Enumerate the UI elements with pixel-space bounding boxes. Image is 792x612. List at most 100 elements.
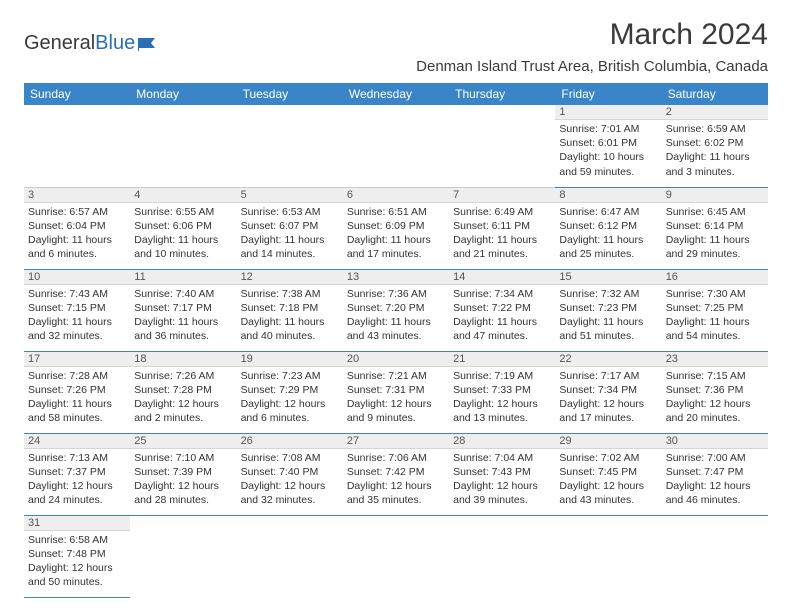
day-number: 22 xyxy=(555,352,661,367)
day-data-line: Sunrise: 7:23 AM xyxy=(241,369,339,383)
day-data-line: Sunset: 7:18 PM xyxy=(241,301,339,315)
calendar-cell xyxy=(662,515,768,597)
day-data-line: Sunrise: 6:57 AM xyxy=(28,205,126,219)
day-data-line: Daylight: 11 hours xyxy=(347,233,445,247)
calendar-cell: 26Sunrise: 7:08 AMSunset: 7:40 PMDayligh… xyxy=(237,433,343,515)
day-data-line: Sunset: 6:12 PM xyxy=(559,219,657,233)
day-data: Sunrise: 6:57 AMSunset: 6:04 PMDaylight:… xyxy=(24,203,130,266)
calendar-cell: 2Sunrise: 6:59 AMSunset: 6:02 PMDaylight… xyxy=(662,105,768,187)
day-data-line: Daylight: 11 hours xyxy=(453,233,551,247)
day-data: Sunrise: 7:38 AMSunset: 7:18 PMDaylight:… xyxy=(237,285,343,348)
calendar-cell: 1Sunrise: 7:01 AMSunset: 6:01 PMDaylight… xyxy=(555,105,661,187)
day-data-line: Daylight: 12 hours xyxy=(453,397,551,411)
calendar-cell: 30Sunrise: 7:00 AMSunset: 7:47 PMDayligh… xyxy=(662,433,768,515)
day-data-line: Daylight: 12 hours xyxy=(559,479,657,493)
day-data-line: Daylight: 12 hours xyxy=(666,479,764,493)
calendar-cell xyxy=(343,105,449,187)
calendar-cell: 8Sunrise: 6:47 AMSunset: 6:12 PMDaylight… xyxy=(555,187,661,269)
day-data-line: and 50 minutes. xyxy=(28,575,126,589)
day-data-line: Daylight: 12 hours xyxy=(241,397,339,411)
day-data-line: Sunrise: 6:51 AM xyxy=(347,205,445,219)
calendar-cell: 10Sunrise: 7:43 AMSunset: 7:15 PMDayligh… xyxy=(24,269,130,351)
day-data-line: Sunset: 7:36 PM xyxy=(666,383,764,397)
day-data: Sunrise: 7:06 AMSunset: 7:42 PMDaylight:… xyxy=(343,449,449,512)
calendar-week-row: 24Sunrise: 7:13 AMSunset: 7:37 PMDayligh… xyxy=(24,433,768,515)
day-data-line: Sunset: 7:28 PM xyxy=(134,383,232,397)
day-data-line: Sunset: 7:40 PM xyxy=(241,465,339,479)
day-data-line: Daylight: 11 hours xyxy=(453,315,551,329)
calendar-cell: 20Sunrise: 7:21 AMSunset: 7:31 PMDayligh… xyxy=(343,351,449,433)
day-data-line: Sunset: 6:01 PM xyxy=(559,136,657,150)
day-data-line: and 59 minutes. xyxy=(559,165,657,179)
calendar-cell: 25Sunrise: 7:10 AMSunset: 7:39 PMDayligh… xyxy=(130,433,236,515)
day-data-line: and 32 minutes. xyxy=(241,493,339,507)
weekday-header: Monday xyxy=(130,83,236,105)
day-data: Sunrise: 7:21 AMSunset: 7:31 PMDaylight:… xyxy=(343,367,449,430)
day-data: Sunrise: 7:26 AMSunset: 7:28 PMDaylight:… xyxy=(130,367,236,430)
day-data: Sunrise: 7:15 AMSunset: 7:36 PMDaylight:… xyxy=(662,367,768,430)
day-data: Sunrise: 7:43 AMSunset: 7:15 PMDaylight:… xyxy=(24,285,130,348)
calendar-cell xyxy=(237,105,343,187)
logo: GeneralBlue xyxy=(24,18,159,55)
day-data-line: Sunrise: 7:06 AM xyxy=(347,451,445,465)
day-data-line: Sunset: 7:47 PM xyxy=(666,465,764,479)
day-data-line: Sunset: 6:11 PM xyxy=(453,219,551,233)
day-data: Sunrise: 6:45 AMSunset: 6:14 PMDaylight:… xyxy=(662,203,768,266)
day-data-line: Daylight: 12 hours xyxy=(28,561,126,575)
day-data-line: Sunrise: 7:15 AM xyxy=(666,369,764,383)
day-data-line: Sunset: 7:25 PM xyxy=(666,301,764,315)
day-data-line: Sunrise: 7:32 AM xyxy=(559,287,657,301)
day-data-line: Daylight: 11 hours xyxy=(134,315,232,329)
weekday-header: Sunday xyxy=(24,83,130,105)
day-data: Sunrise: 6:49 AMSunset: 6:11 PMDaylight:… xyxy=(449,203,555,266)
calendar-cell: 16Sunrise: 7:30 AMSunset: 7:25 PMDayligh… xyxy=(662,269,768,351)
calendar-cell: 13Sunrise: 7:36 AMSunset: 7:20 PMDayligh… xyxy=(343,269,449,351)
day-data-line: Daylight: 11 hours xyxy=(134,233,232,247)
day-data-line: Sunset: 7:15 PM xyxy=(28,301,126,315)
day-data-line: Daylight: 11 hours xyxy=(347,315,445,329)
calendar-cell: 14Sunrise: 7:34 AMSunset: 7:22 PMDayligh… xyxy=(449,269,555,351)
day-data-line: Sunrise: 7:04 AM xyxy=(453,451,551,465)
day-data-line: and 43 minutes. xyxy=(347,329,445,343)
day-data-line: Sunset: 7:26 PM xyxy=(28,383,126,397)
day-data-line: and 6 minutes. xyxy=(28,247,126,261)
calendar-week-row: 17Sunrise: 7:28 AMSunset: 7:26 PMDayligh… xyxy=(24,351,768,433)
weekday-header: Thursday xyxy=(449,83,555,105)
day-number: 16 xyxy=(662,270,768,285)
calendar-cell xyxy=(449,515,555,597)
day-data: Sunrise: 7:36 AMSunset: 7:20 PMDaylight:… xyxy=(343,285,449,348)
calendar-week-row: 1Sunrise: 7:01 AMSunset: 6:01 PMDaylight… xyxy=(24,105,768,187)
day-number: 10 xyxy=(24,270,130,285)
day-data-line: and 21 minutes. xyxy=(453,247,551,261)
day-data: Sunrise: 7:04 AMSunset: 7:43 PMDaylight:… xyxy=(449,449,555,512)
month-title: March 2024 xyxy=(416,18,768,52)
day-data-line: and 25 minutes. xyxy=(559,247,657,261)
day-data-line: Sunrise: 6:53 AM xyxy=(241,205,339,219)
day-number: 28 xyxy=(449,434,555,449)
calendar-cell: 22Sunrise: 7:17 AMSunset: 7:34 PMDayligh… xyxy=(555,351,661,433)
day-number: 14 xyxy=(449,270,555,285)
day-data-line: Sunrise: 7:21 AM xyxy=(347,369,445,383)
day-data-line: and 43 minutes. xyxy=(559,493,657,507)
day-data-line: Sunset: 7:48 PM xyxy=(28,547,126,561)
calendar-cell: 5Sunrise: 6:53 AMSunset: 6:07 PMDaylight… xyxy=(237,187,343,269)
day-data-line: Sunrise: 6:47 AM xyxy=(559,205,657,219)
day-number: 18 xyxy=(130,352,236,367)
day-data-line: Sunrise: 7:34 AM xyxy=(453,287,551,301)
day-data-line: and 2 minutes. xyxy=(134,411,232,425)
day-data: Sunrise: 6:51 AMSunset: 6:09 PMDaylight:… xyxy=(343,203,449,266)
day-data: Sunrise: 7:28 AMSunset: 7:26 PMDaylight:… xyxy=(24,367,130,430)
day-data-line: Daylight: 11 hours xyxy=(241,233,339,247)
day-number: 24 xyxy=(24,434,130,449)
location: Denman Island Trust Area, British Columb… xyxy=(416,58,768,75)
calendar-cell: 23Sunrise: 7:15 AMSunset: 7:36 PMDayligh… xyxy=(662,351,768,433)
day-data-line: and 29 minutes. xyxy=(666,247,764,261)
day-data-line: Sunrise: 7:43 AM xyxy=(28,287,126,301)
day-data-line: Sunrise: 7:17 AM xyxy=(559,369,657,383)
day-number: 19 xyxy=(237,352,343,367)
calendar-table: SundayMondayTuesdayWednesdayThursdayFrid… xyxy=(24,83,768,598)
day-data-line: Sunset: 6:02 PM xyxy=(666,136,764,150)
day-number: 20 xyxy=(343,352,449,367)
calendar-week-row: 3Sunrise: 6:57 AMSunset: 6:04 PMDaylight… xyxy=(24,187,768,269)
calendar-cell: 21Sunrise: 7:19 AMSunset: 7:33 PMDayligh… xyxy=(449,351,555,433)
